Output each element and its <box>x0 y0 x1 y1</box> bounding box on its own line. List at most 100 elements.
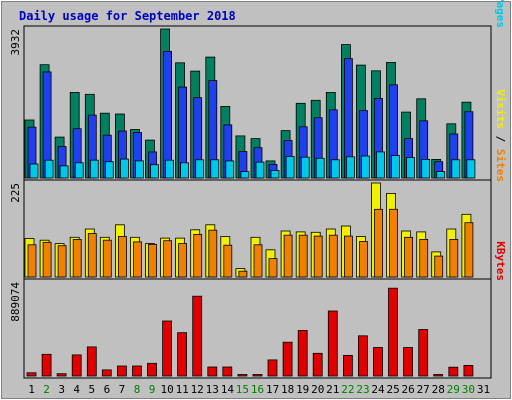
day-label-14: 14 <box>221 383 235 396</box>
bar-pages-day-1 <box>29 163 39 179</box>
bar-sites-day-25 <box>389 208 398 278</box>
bar-kbytes-day-5 <box>86 346 97 377</box>
day-label-6: 6 <box>104 383 111 396</box>
bar-pages-day-26 <box>406 157 416 179</box>
bar-kbytes-day-9 <box>147 362 157 377</box>
bar-kbytes-day-20 <box>312 352 323 377</box>
bar-pages-day-12 <box>195 159 205 179</box>
day-label-27: 27 <box>417 383 430 396</box>
day-label-19: 19 <box>296 383 309 396</box>
bar-kbytes-day-14 <box>222 366 233 377</box>
bar-kbytes-day-26 <box>403 347 414 377</box>
bar-kbytes-day-18 <box>282 341 293 377</box>
day-label-18: 18 <box>281 383 294 396</box>
day-label-22: 22 <box>341 383 354 396</box>
day-label-28: 28 <box>432 383 445 396</box>
day-label-30: 30 <box>462 383 475 396</box>
day-label-10: 10 <box>160 383 173 396</box>
bar-kbytes-day-24 <box>373 347 383 377</box>
bar-pages-day-9 <box>150 164 159 179</box>
bar-sites-day-4 <box>72 238 82 278</box>
bar-kbytes-day-2 <box>41 353 52 377</box>
bar-sites-day-22 <box>343 235 353 278</box>
bar-sites-day-28 <box>434 255 444 278</box>
day-label-9: 9 <box>149 383 156 396</box>
bar-kbytes-day-23 <box>357 335 368 377</box>
bar-pages-day-25 <box>391 155 400 179</box>
bar-sites-day-1 <box>27 244 37 278</box>
bar-kbytes-day-16 <box>252 374 263 377</box>
day-label-15: 15 <box>236 383 249 396</box>
bar-sites-day-7 <box>118 236 127 278</box>
bar-sites-day-2 <box>42 241 52 278</box>
day-label-17: 17 <box>266 383 279 396</box>
bar-pages-day-21 <box>330 159 340 179</box>
legend-visits: Visits <box>494 89 507 129</box>
panel-visits-max-label: 225 <box>9 183 22 203</box>
bar-pages-day-5 <box>89 159 99 179</box>
bar-pages-day-14 <box>225 160 235 179</box>
bar-kbytes-day-15 <box>237 374 248 377</box>
day-label-20: 20 <box>311 383 324 396</box>
bar-pages-day-8 <box>135 160 144 179</box>
bar-pages-day-6 <box>104 161 114 179</box>
bar-pages-day-28 <box>436 171 446 179</box>
day-label-24: 24 <box>371 383 385 396</box>
bar-pages-day-30 <box>466 159 476 179</box>
legend-pages: Pages <box>494 0 507 28</box>
panel-kbytes-legend: KBytes <box>494 241 507 281</box>
panel-traffic-max-label: 3932 <box>9 29 22 56</box>
panel-visits-legend: Visits / Sites <box>494 89 507 182</box>
x-axis-day-labels: 1 2 3 4 5 6 7 8 9 10 11 12 13 14 15 16 17 18 19 20 21 22 23 24 2… <box>28 383 490 396</box>
bar-pages-day-18 <box>285 155 295 179</box>
day-label-16: 16 <box>251 383 264 396</box>
day-label-25: 25 <box>386 383 399 396</box>
bar-kbytes-day-11 <box>177 332 188 377</box>
bar-sites-day-20 <box>313 235 323 278</box>
day-label-23: 23 <box>356 383 369 396</box>
bar-pages-day-2 <box>44 159 54 179</box>
bar-pages-day-10 <box>165 159 175 179</box>
bar-sites-day-8 <box>133 241 142 278</box>
bar-kbytes-day-6 <box>101 369 112 377</box>
bar-pages-day-3 <box>59 165 69 179</box>
bar-pages-day-19 <box>300 156 310 179</box>
day-label-1: 1 <box>28 383 35 396</box>
bar-pages-day-20 <box>315 157 325 179</box>
day-label-29: 29 <box>447 383 460 396</box>
bar-sites-day-18 <box>283 234 293 278</box>
bar-kbytes-day-27 <box>418 329 429 377</box>
day-label-5: 5 <box>88 383 95 396</box>
bar-kbytes-day-19 <box>297 330 308 377</box>
bar-kbytes-day-8 <box>132 365 142 377</box>
bar-kbytes-day-30 <box>463 364 474 377</box>
bar-sites-day-9 <box>148 243 157 278</box>
bar-pages-day-22 <box>345 156 355 179</box>
legend-separator: / <box>494 129 507 149</box>
bar-sites-day-5 <box>87 233 97 278</box>
day-label-11: 11 <box>176 383 189 396</box>
day-label-31: 31 <box>477 383 490 396</box>
panel-kbytes-frame <box>23 278 492 379</box>
bar-kbytes-day-29 <box>448 366 459 377</box>
bar-kbytes-day-22 <box>342 354 353 377</box>
bar-kbytes-day-21 <box>327 310 338 377</box>
bar-pages-day-4 <box>74 162 84 179</box>
bar-pages-day-7 <box>120 158 129 179</box>
panel-kbytes: 889074 KBytes <box>9 241 507 379</box>
bar-pages-day-15 <box>240 171 250 179</box>
bar-kbytes-day-1 <box>26 372 37 377</box>
bar-kbytes-day-3 <box>56 373 67 377</box>
panel-traffic-legend: Hits / Files / Pages <box>494 0 507 28</box>
bar-pages-day-16 <box>255 161 265 179</box>
day-label-4: 4 <box>73 383 80 396</box>
bar-sites-day-29 <box>449 238 459 278</box>
bar-kbytes-day-4 <box>71 354 82 377</box>
bar-sites-day-15 <box>238 270 248 278</box>
bar-pages-day-11 <box>180 162 190 179</box>
panel-visits: 225 Visits / Sites <box>9 89 507 280</box>
bar-sites-day-11 <box>178 243 188 278</box>
bar-sites-day-26 <box>404 236 414 278</box>
